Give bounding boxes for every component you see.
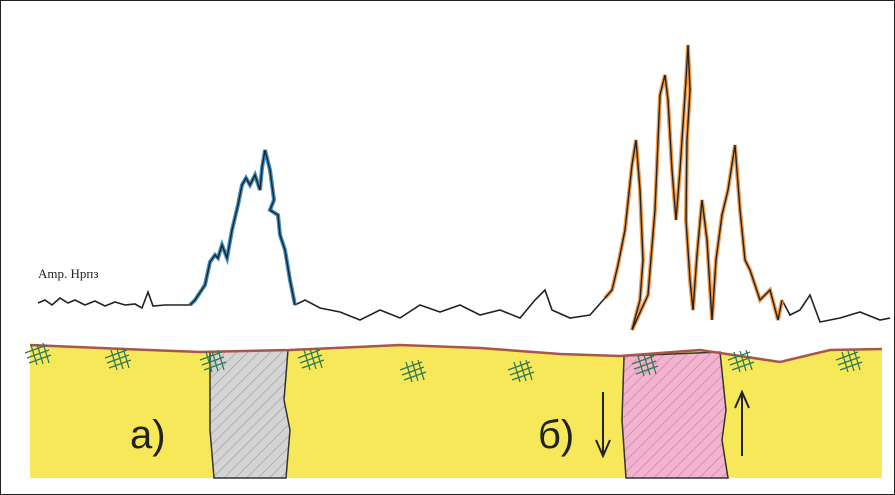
zone-a	[210, 350, 290, 478]
page: {"labels": {"amplitude": "Amp. Нрпз", "a…	[0, 0, 895, 495]
label-a: а)	[130, 413, 166, 457]
zone-b	[622, 352, 728, 478]
diagram: Amp. Нрпз а) б)	[0, 0, 895, 495]
amplitude-label: Amp. Нрпз	[38, 266, 98, 281]
label-b: б)	[538, 413, 574, 457]
ground	[30, 345, 882, 478]
